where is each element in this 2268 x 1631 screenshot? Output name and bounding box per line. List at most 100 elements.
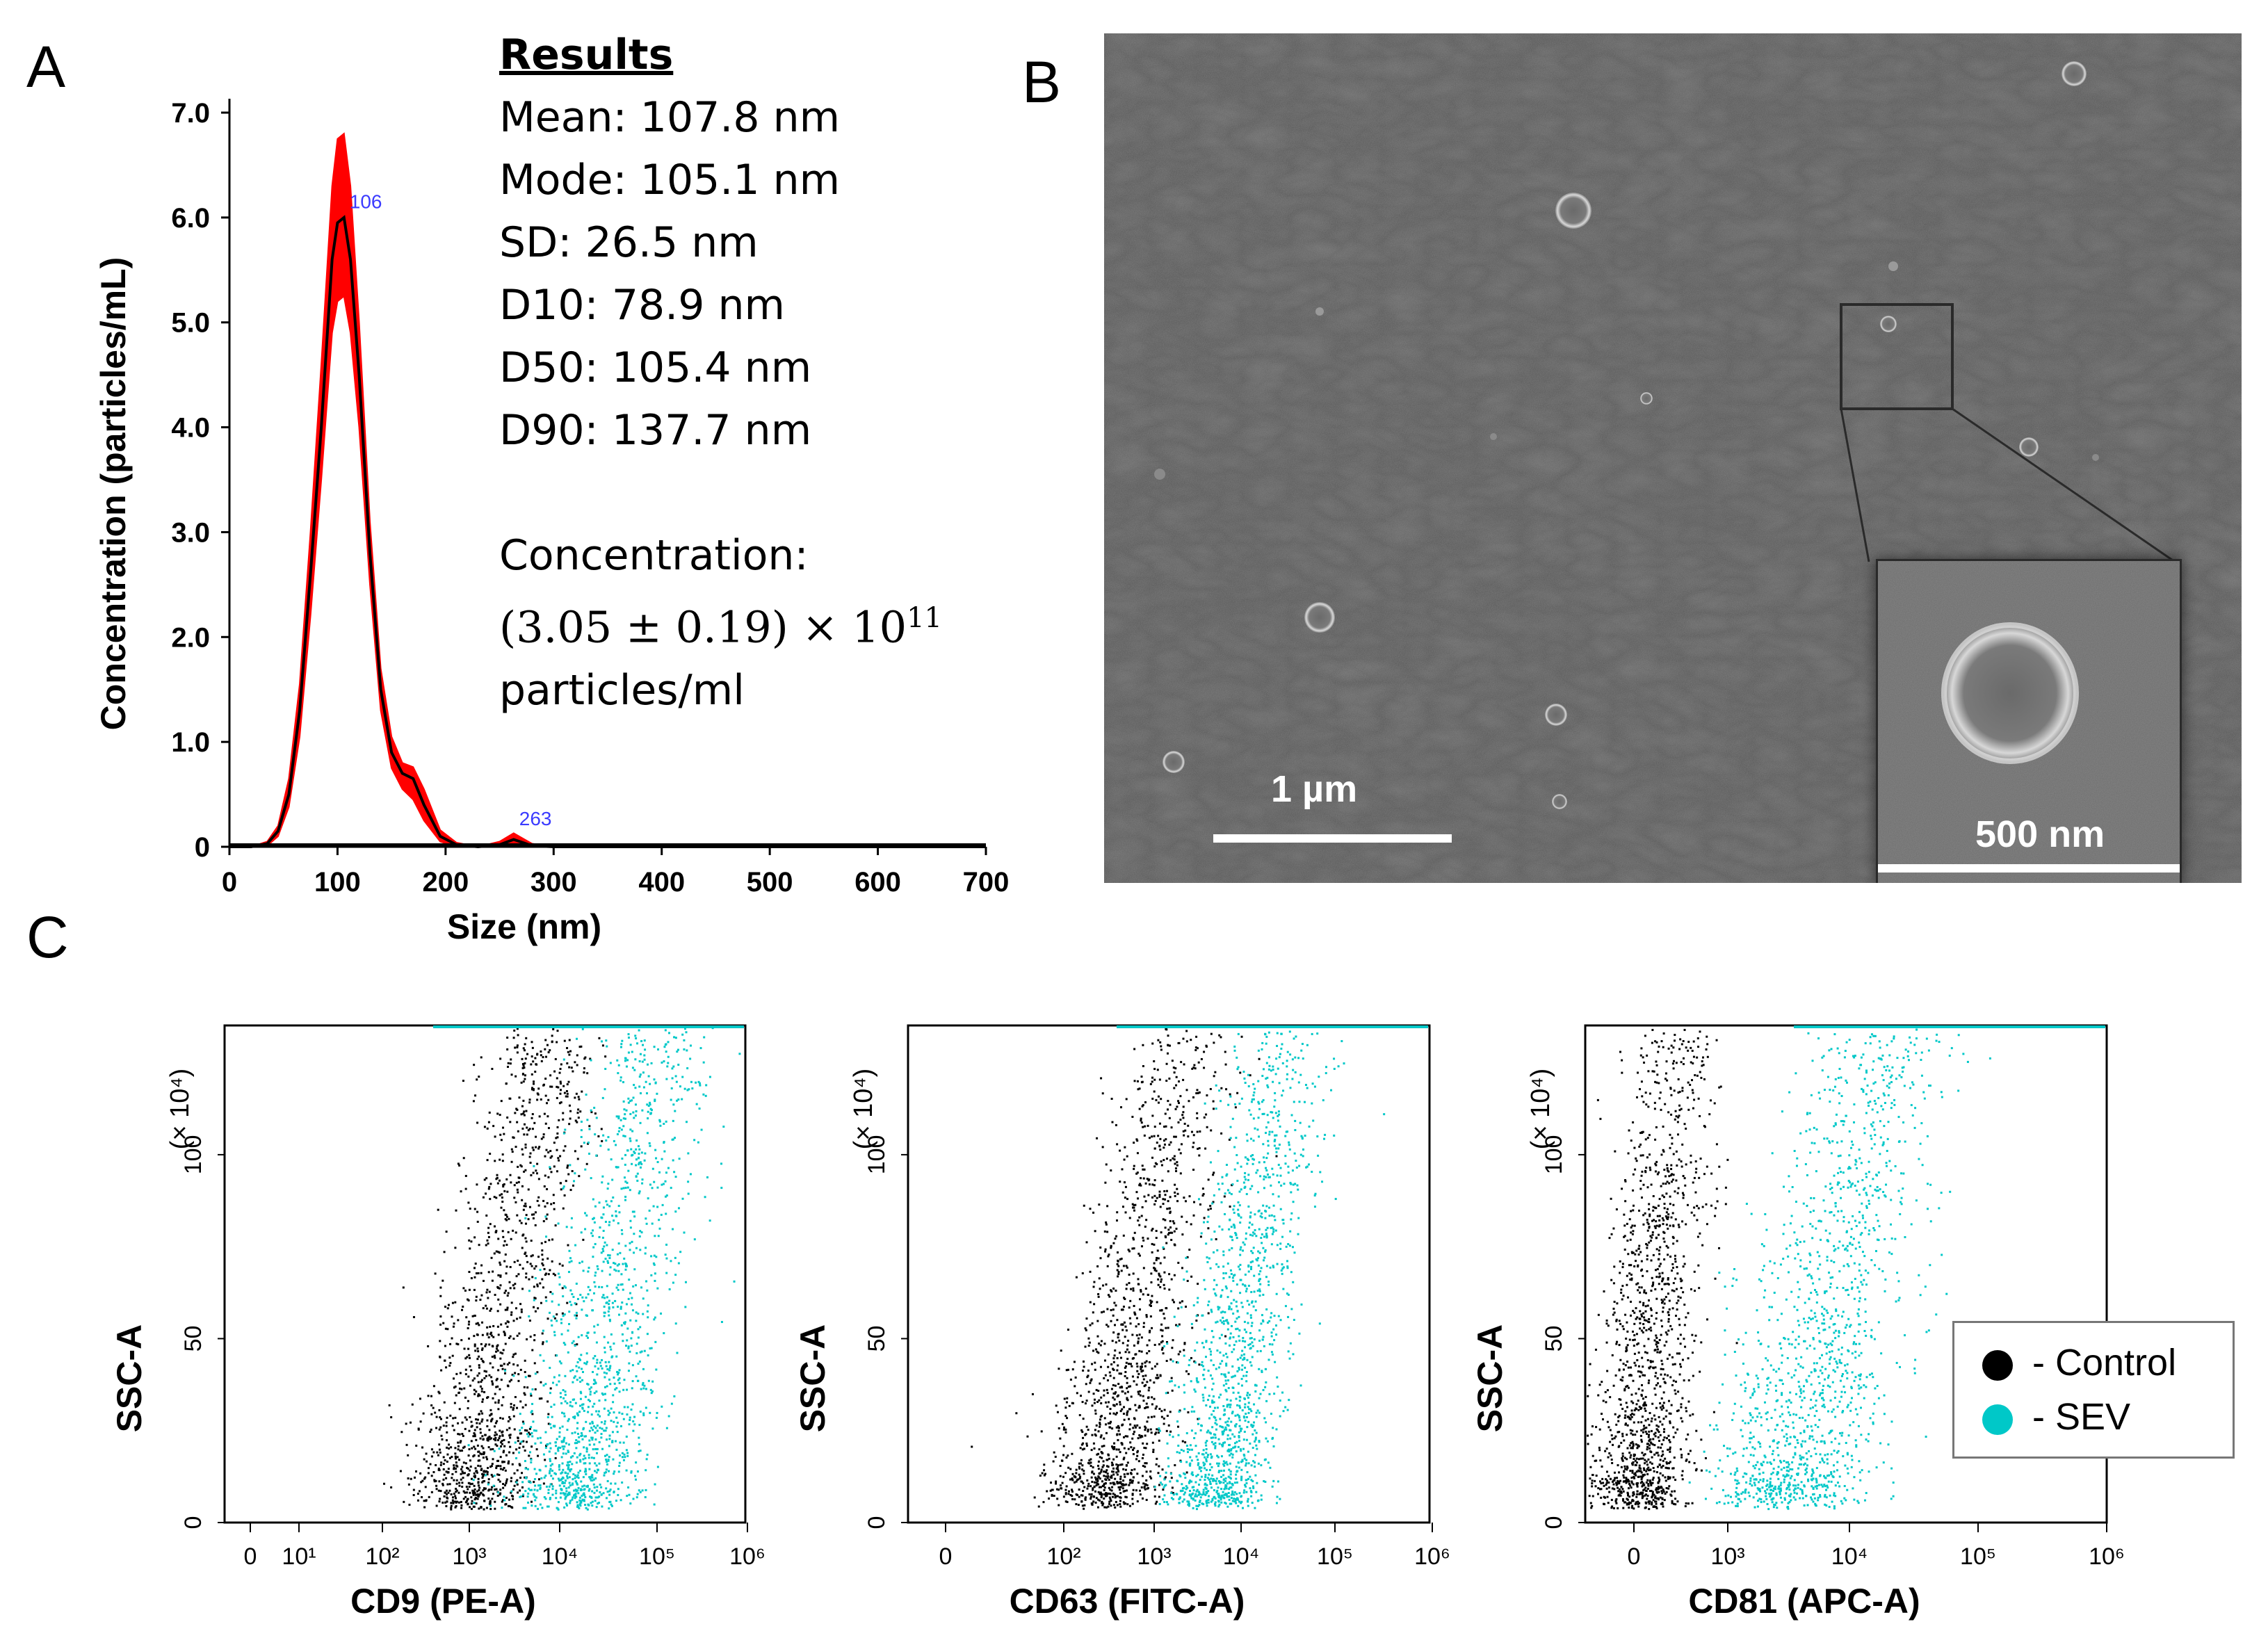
event-dot [1271, 1233, 1274, 1235]
event-dot [642, 1297, 645, 1300]
event-dot [565, 1442, 568, 1445]
event-dot [1158, 1194, 1161, 1196]
event-dot [1174, 1162, 1176, 1165]
event-dot [613, 1470, 616, 1473]
event-dot [1217, 1500, 1220, 1503]
event-dot [471, 1379, 474, 1382]
event-dot [1158, 1408, 1161, 1411]
event-dot [577, 1117, 580, 1119]
event-dot [647, 1316, 649, 1319]
event-dot [1290, 1114, 1293, 1117]
event-dot [512, 1406, 515, 1409]
event-dot [1261, 1233, 1263, 1236]
event-dot [576, 1412, 578, 1415]
event-dot [465, 1418, 468, 1421]
event-dot [601, 1236, 604, 1239]
event-dot [635, 1164, 638, 1167]
event-dot [1228, 1450, 1231, 1453]
event-dot [458, 1382, 461, 1385]
event-dot [558, 1380, 560, 1383]
event-dot [549, 1290, 552, 1293]
event-dot [467, 1444, 470, 1447]
event-dot [486, 1159, 489, 1162]
event-dot [519, 1443, 521, 1445]
event-dot [1158, 1484, 1160, 1486]
event-dot [1215, 1084, 1217, 1087]
event-dot [496, 1344, 499, 1347]
event-dot [1268, 1133, 1271, 1136]
event-dot [1192, 1474, 1194, 1477]
event-dot [544, 1078, 547, 1080]
event-dot [578, 1046, 581, 1048]
event-dot [658, 1120, 661, 1123]
event-dot [1167, 1424, 1170, 1427]
event-dot [501, 1196, 503, 1199]
event-dot [542, 1056, 544, 1059]
event-dot [1112, 1242, 1115, 1244]
event-dot [566, 1504, 569, 1507]
event-dot [1148, 1386, 1151, 1389]
event-dot [1116, 1473, 1119, 1476]
event-dot [508, 1380, 511, 1383]
event-dot [509, 1287, 512, 1290]
event-dot [1184, 1129, 1187, 1132]
event-dot [495, 1178, 498, 1180]
event-dot [1217, 1486, 1220, 1489]
event-dot [546, 1257, 549, 1260]
event-dot [434, 1272, 437, 1275]
event-dot [1169, 1210, 1172, 1213]
event-dot [559, 1089, 562, 1092]
event-dot [576, 1158, 579, 1160]
event-dot [1124, 1495, 1127, 1498]
event-dot [1245, 1193, 1248, 1196]
event-dot [1247, 1344, 1250, 1347]
event-dot [1165, 1326, 1167, 1329]
event-dot [454, 1385, 457, 1388]
event-dot [1112, 1412, 1115, 1415]
event-dot [1224, 1374, 1226, 1377]
event-dot [624, 1312, 627, 1315]
event-dot [665, 1194, 668, 1197]
event-dot [598, 1201, 601, 1204]
event-dot [526, 1338, 528, 1340]
event-dot [480, 1420, 483, 1423]
event-dot [1180, 1143, 1183, 1146]
event-dot [457, 1433, 460, 1436]
event-dot [408, 1503, 411, 1506]
event-dot [578, 1098, 581, 1101]
event-dot [1194, 1495, 1197, 1498]
event-dot [1078, 1495, 1080, 1498]
event-dot [1196, 1117, 1199, 1119]
y-tick-label: 0 [864, 1516, 890, 1529]
event-dot [469, 1365, 471, 1368]
event-dot [629, 1044, 632, 1046]
event-dot [482, 1279, 485, 1282]
event-dot [1142, 1177, 1145, 1180]
event-dot [647, 1304, 649, 1307]
event-dot [612, 1306, 615, 1308]
event-dot [407, 1483, 410, 1486]
event-dot [499, 1468, 502, 1470]
event-dot [1257, 1499, 1260, 1502]
event-dot [475, 1418, 478, 1421]
event-dot [1258, 1107, 1261, 1110]
event-dot [523, 1110, 526, 1113]
event-dot [571, 1170, 574, 1173]
event-dot [1261, 1314, 1263, 1317]
event-dot [592, 1217, 595, 1219]
event-dot [445, 1489, 448, 1492]
event-dot [523, 1205, 526, 1208]
event-dot [1181, 1440, 1184, 1443]
event-dot [1123, 1456, 1126, 1459]
event-dot [1243, 1329, 1246, 1331]
event-dot [501, 1468, 504, 1471]
event-dot [1142, 1065, 1144, 1068]
event-dot [629, 1502, 632, 1505]
event-dot [1080, 1429, 1083, 1431]
event-dot [585, 1352, 588, 1355]
event-dot [1172, 1339, 1174, 1342]
event-dot [486, 1332, 489, 1335]
event-dot [625, 1109, 628, 1112]
event-dot [554, 1456, 557, 1459]
event-dot [1268, 1320, 1271, 1322]
